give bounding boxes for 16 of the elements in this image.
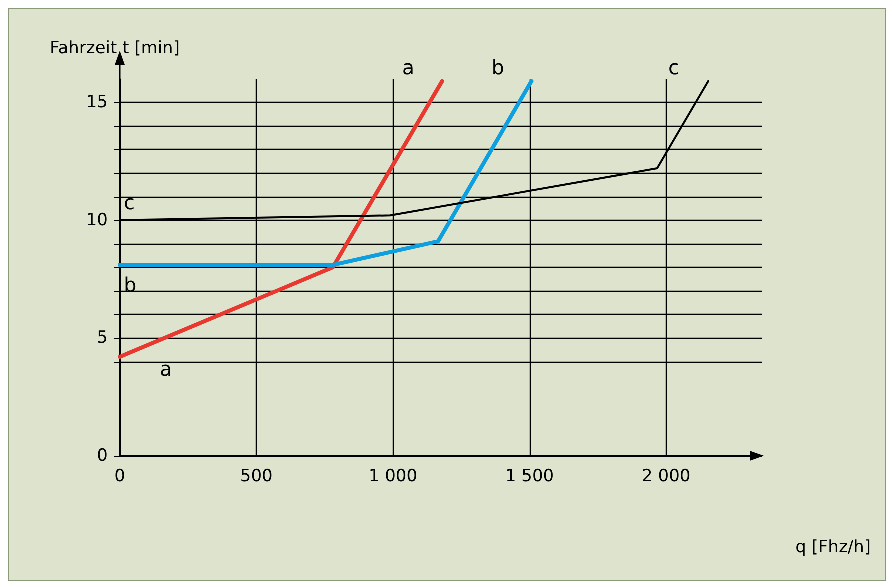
x-tick-label: 2 000 — [642, 466, 691, 486]
x-axis-title: q [Fhz/h] — [796, 538, 871, 558]
x-tick-label: 1 500 — [505, 466, 554, 486]
y-axis-title: Fahrzeit t [min] — [50, 38, 180, 58]
x-tick-label: 500 — [240, 466, 273, 486]
y-tick-label: 10 — [86, 210, 108, 230]
series-label: a — [160, 357, 172, 382]
series-label: c — [124, 190, 135, 214]
y-tick-label: 5 — [97, 328, 108, 348]
text: a — [402, 55, 415, 80]
x-tick-label: 1 000 — [368, 466, 418, 486]
text: c — [668, 55, 680, 80]
y-tick-label: 0 — [97, 446, 108, 466]
x-tick-label: 0 — [114, 466, 126, 486]
y-tick-label: 15 — [86, 92, 108, 113]
text: b — [492, 55, 504, 80]
